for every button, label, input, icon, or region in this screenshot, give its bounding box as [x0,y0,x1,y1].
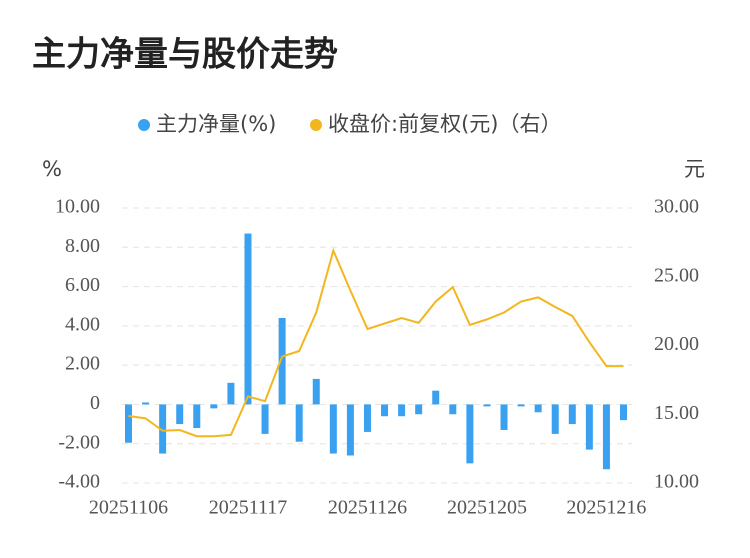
bar [193,404,201,428]
y2-tick-label: 25.00 [654,264,699,286]
x-tick-label: 20251216 [566,497,646,519]
bar [261,404,269,434]
bar [551,404,559,434]
legend-label: 收盘价:前复权(元)（右） [328,112,561,136]
bar [568,404,576,425]
price-line [128,247,624,438]
x-tick-label: 20251205 [447,497,527,519]
legend-label: 主力净量(%) [156,112,276,136]
y-tick-label: 6.00 [65,274,100,296]
y2-axis-unit: 元 [684,157,705,181]
y2-tick-label: 15.00 [654,402,699,424]
bar [381,404,389,417]
y-tick-label: 0 [90,392,100,414]
bar [176,404,184,425]
bar [432,390,440,405]
bar [142,402,150,405]
y2-tick-label: 30.00 [654,196,699,218]
y-tick-label: 8.00 [65,235,100,257]
bar [449,404,457,415]
y2-tick-label: 20.00 [654,333,699,355]
bar [125,404,132,443]
bar [227,382,235,405]
y2-tick-label: 10.00 [654,471,699,493]
bar [585,404,593,450]
y-axis-unit: % [42,157,62,181]
bar [398,404,406,417]
bar [210,404,218,409]
bar [363,404,371,432]
bar [415,404,423,415]
bar [244,233,252,405]
x-tick-label: 20251106 [89,497,168,519]
bar [312,378,320,405]
bar [278,318,286,405]
bar [500,404,508,430]
bar [295,404,303,442]
bar [159,404,167,454]
x-tick-label: 20251117 [209,497,288,519]
legend-marker [310,119,322,131]
y-tick-label: 4.00 [65,313,100,335]
y-tick-label: -4.00 [58,471,100,493]
bar [466,404,474,464]
bar [517,404,525,407]
bar [329,404,337,454]
x-tick-label: 20251126 [328,497,407,519]
bar [483,404,491,407]
bar [620,404,627,421]
chart-title: 主力净量与股价走势 [32,35,338,75]
y-tick-label: 2.00 [65,353,100,375]
bar [602,404,610,470]
y-tick-label: -2.00 [58,431,100,453]
bar [346,404,354,456]
y-tick-label: 10.00 [55,196,100,218]
legend-marker [138,119,150,131]
bar [534,404,542,413]
